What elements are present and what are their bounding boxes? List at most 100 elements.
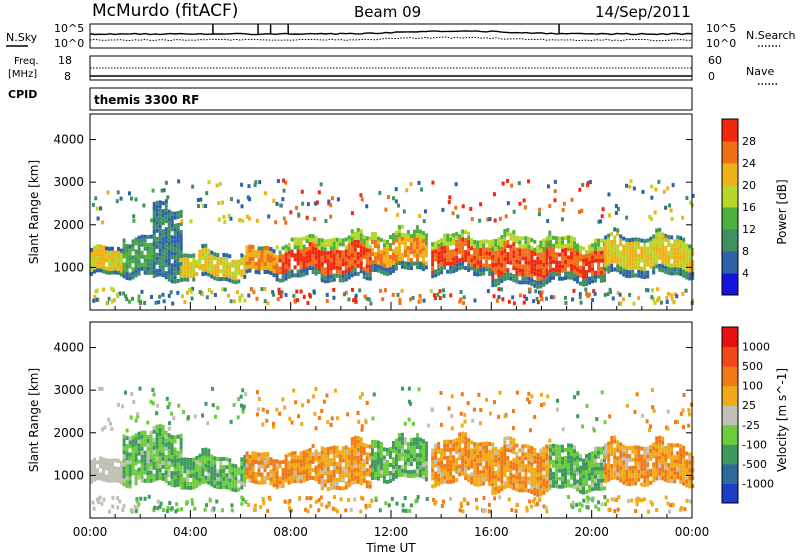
echo-cell xyxy=(381,297,385,302)
echo-cell xyxy=(293,479,297,484)
echo-cell xyxy=(364,503,368,508)
echo-cell xyxy=(210,258,214,263)
echo-cell xyxy=(129,507,133,512)
echo-cell xyxy=(437,481,441,486)
echo-cell xyxy=(131,247,135,252)
echo-cell xyxy=(625,453,629,458)
echo-cell xyxy=(634,273,638,278)
echo-cell xyxy=(440,262,444,267)
echo-cell xyxy=(161,428,165,433)
echo-cell xyxy=(338,450,342,455)
echo-cell xyxy=(688,480,692,485)
echo-cell xyxy=(394,454,398,459)
echo-cell xyxy=(664,453,668,458)
echo-cell xyxy=(170,435,174,440)
echo-cell xyxy=(676,247,680,252)
echo-cell xyxy=(440,250,444,255)
echo-cell xyxy=(517,181,521,186)
echo-cell xyxy=(548,278,552,283)
echo-cell xyxy=(443,471,447,476)
echo-cell xyxy=(356,259,360,264)
echo-cell xyxy=(458,472,462,477)
echo-cell xyxy=(570,455,574,460)
echo-cell xyxy=(434,443,438,448)
echo-cell xyxy=(533,479,537,484)
echo-cell xyxy=(470,238,474,243)
colorbar-swatch xyxy=(722,366,738,387)
echo-cell xyxy=(658,459,662,464)
echo-cell xyxy=(538,290,542,295)
echo-cell xyxy=(418,213,422,218)
echo-cell xyxy=(494,446,498,451)
echo-cell xyxy=(128,252,132,257)
echo-cell xyxy=(225,257,229,262)
echo-cell xyxy=(296,463,300,468)
echo-cell xyxy=(655,244,659,249)
power-colorbar-tick: 28 xyxy=(742,135,756,148)
echo-cell xyxy=(628,246,632,251)
echo-cell xyxy=(281,397,285,402)
echo-cell xyxy=(664,495,668,500)
echo-cell xyxy=(287,270,291,275)
echo-cell xyxy=(125,256,129,261)
echo-cell xyxy=(622,452,626,457)
echo-cell xyxy=(155,260,159,265)
echo-cell xyxy=(326,420,330,425)
echo-cell xyxy=(158,464,162,469)
echo-cell xyxy=(552,295,556,300)
echo-cell xyxy=(122,450,126,455)
echo-cell xyxy=(479,272,483,277)
echo-cell xyxy=(263,464,267,469)
echo-cell xyxy=(512,274,516,279)
echo-cell xyxy=(570,247,574,252)
echo-cell xyxy=(210,474,214,479)
y-tick-label: 3000 xyxy=(53,175,84,189)
echo-cell xyxy=(634,245,638,250)
echo-cell xyxy=(415,245,419,250)
echo-cell xyxy=(175,502,179,507)
echo-cell xyxy=(105,258,108,263)
echo-cell xyxy=(415,257,419,262)
echo-cell xyxy=(207,448,211,453)
echo-cell xyxy=(167,445,171,450)
echo-cell xyxy=(99,206,103,211)
echo-cell xyxy=(192,469,196,474)
echo-cell xyxy=(254,452,258,457)
echo-cell xyxy=(221,287,225,292)
echo-cell xyxy=(685,271,689,276)
echo-cell xyxy=(129,415,133,420)
echo-cell xyxy=(93,461,96,466)
echo-cell xyxy=(515,259,519,264)
echo-cell xyxy=(494,470,498,475)
echo-cell xyxy=(257,456,261,461)
echo-cell xyxy=(176,266,180,271)
echo-cell xyxy=(464,476,468,481)
echo-cell xyxy=(458,299,462,304)
echo-cell xyxy=(497,257,501,262)
echo-cell xyxy=(479,268,483,273)
echo-cell xyxy=(223,287,227,292)
echo-cell xyxy=(439,422,443,427)
echo-cell xyxy=(146,438,150,443)
echo-cell xyxy=(164,235,168,240)
echo-cell xyxy=(403,457,407,462)
echo-cell xyxy=(173,259,177,264)
echo-cell xyxy=(548,438,552,443)
echo-cell xyxy=(350,287,354,292)
echo-cell xyxy=(558,460,562,465)
echo-cell xyxy=(186,257,190,262)
echo-cell xyxy=(437,449,441,454)
echo-cell xyxy=(539,264,543,269)
echo-cell xyxy=(326,447,330,452)
echo-cell xyxy=(173,279,177,284)
echo-cell xyxy=(96,256,99,261)
echo-cell xyxy=(628,470,632,475)
echo-cell xyxy=(164,180,168,185)
echo-cell xyxy=(93,269,96,274)
echo-cell xyxy=(646,466,650,471)
echo-cell xyxy=(359,461,363,466)
echo-cell xyxy=(164,211,168,216)
echo-cell xyxy=(341,270,345,275)
echo-cell xyxy=(365,264,369,269)
echo-cell xyxy=(176,230,180,235)
